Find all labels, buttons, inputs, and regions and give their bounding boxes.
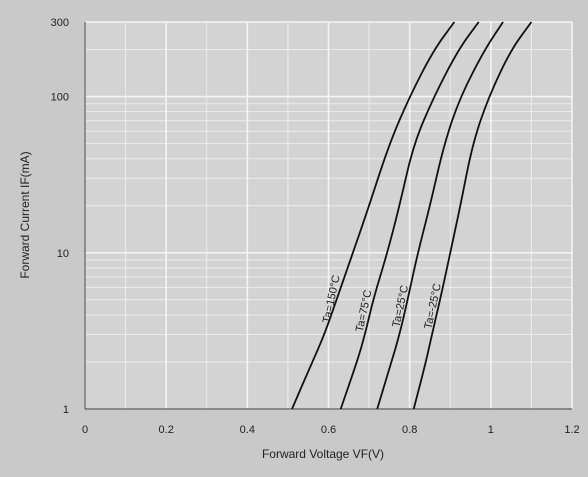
y-tick-label: 300 (51, 17, 69, 29)
x-tick-label: 0 (82, 424, 88, 436)
x-axis-label: Forward Voltage VF(V) (262, 447, 384, 461)
x-tick-label: 0.8 (402, 424, 417, 436)
grid-major (84, 21, 573, 410)
x-tick-label: 0.6 (321, 424, 336, 436)
y-tick-label: 100 (51, 92, 69, 104)
series-line-1 (291, 21, 456, 410)
series-line-4 (412, 21, 533, 410)
y-tick-label: 10 (57, 248, 69, 260)
y-tick-label: 1 (63, 404, 69, 416)
x-tick-label: 0.4 (240, 424, 255, 436)
x-tick-label: 1 (488, 424, 494, 436)
y-tick-labels: 1 10 100 300 (51, 17, 69, 416)
x-tick-label: 0.2 (159, 424, 174, 436)
series-line-2 (339, 21, 480, 410)
series-line-3 (376, 21, 504, 410)
x-tick-label: 1.2 (564, 424, 579, 436)
y-axis-label: Forward Current IF(mA) (18, 151, 32, 278)
series-layer (291, 21, 533, 410)
x-tick-labels: 0 0.2 0.4 0.6 0.8 1 1.2 (82, 424, 580, 436)
